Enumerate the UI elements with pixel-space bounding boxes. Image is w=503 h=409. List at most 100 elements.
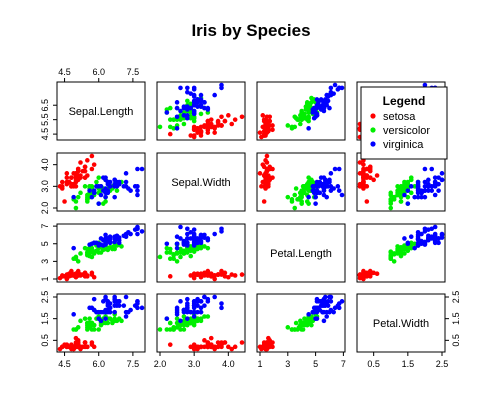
data-point-virginica bbox=[191, 299, 197, 304]
data-point-virginica bbox=[432, 224, 438, 230]
data-point-virginica bbox=[422, 184, 428, 189]
data-point-virginica bbox=[112, 184, 117, 189]
data-point-setosa bbox=[73, 177, 79, 183]
data-point-virginica bbox=[429, 226, 435, 232]
panel-frame bbox=[256, 81, 346, 141]
data-point-virginica bbox=[96, 201, 102, 206]
data-point-versicolor bbox=[174, 259, 180, 264]
data-point-versicolor bbox=[157, 124, 163, 130]
data-point-virginica bbox=[314, 190, 320, 196]
data-point-virginica bbox=[139, 229, 145, 234]
variable-label: Sepal.Width bbox=[171, 177, 230, 189]
data-point-virginica bbox=[185, 231, 190, 237]
data-point-setosa bbox=[191, 133, 197, 138]
y-axis-3: 0.5 1.5 2.5 bbox=[40, 291, 58, 347]
data-point-virginica bbox=[336, 188, 342, 193]
tick-label: 4.0 bbox=[222, 359, 235, 369]
data-point-virginica bbox=[195, 236, 200, 241]
data-point-virginica bbox=[116, 303, 122, 308]
data-point-virginica bbox=[321, 192, 327, 198]
data-point-virginica bbox=[105, 301, 111, 306]
data-point-setosa bbox=[198, 273, 204, 278]
data-point-versicolor bbox=[388, 252, 394, 258]
data-point-virginica bbox=[419, 190, 424, 196]
data-point-virginica bbox=[191, 305, 197, 311]
data-point-setosa bbox=[59, 274, 65, 279]
data-point-versicolor bbox=[167, 320, 173, 326]
data-point-versicolor bbox=[391, 194, 397, 200]
x-axis-1: 2.0 3.0 4.0 bbox=[154, 351, 235, 369]
data-point-virginica bbox=[219, 82, 224, 88]
data-point-virginica bbox=[135, 226, 140, 232]
data-point-virginica bbox=[135, 188, 140, 193]
data-point-virginica bbox=[426, 177, 431, 183]
data-point-virginica bbox=[185, 115, 190, 121]
data-point-setosa bbox=[85, 173, 90, 178]
panel-frame bbox=[156, 81, 246, 141]
data-point-setosa bbox=[261, 199, 267, 204]
data-point-virginica bbox=[415, 194, 421, 200]
data-point-virginica bbox=[325, 299, 331, 304]
data-point-virginica bbox=[188, 229, 194, 235]
data-point-versicolor bbox=[188, 316, 194, 321]
data-point-virginica bbox=[339, 299, 345, 304]
panel-3-3: Petal.Width bbox=[356, 293, 446, 353]
panel-2-1 bbox=[156, 223, 246, 283]
data-point-virginica bbox=[320, 309, 325, 315]
panel-1-0 bbox=[56, 152, 146, 212]
data-point-versicolor bbox=[178, 250, 183, 255]
data-point-versicolor bbox=[171, 256, 176, 262]
data-point-virginica bbox=[185, 226, 190, 232]
data-point-virginica bbox=[181, 240, 187, 246]
data-point-versicolor bbox=[195, 316, 200, 321]
data-point-virginica bbox=[432, 233, 438, 239]
data-point-virginica bbox=[198, 305, 204, 311]
data-point-virginica bbox=[306, 126, 311, 131]
data-point-setosa bbox=[188, 344, 194, 350]
data-point-versicolor bbox=[167, 246, 173, 252]
data-point-virginica bbox=[103, 194, 108, 200]
data-point-virginica bbox=[402, 236, 407, 241]
data-point-virginica bbox=[328, 184, 334, 189]
data-point-virginica bbox=[408, 184, 414, 189]
data-point-versicolor bbox=[167, 327, 173, 332]
data-point-setosa bbox=[85, 344, 90, 350]
data-point-setosa bbox=[208, 271, 214, 277]
data-point-setosa bbox=[64, 171, 70, 176]
data-point-virginica bbox=[191, 309, 197, 315]
data-point-virginica bbox=[313, 105, 318, 111]
data-point-setosa bbox=[191, 273, 197, 278]
data-point-virginica bbox=[174, 234, 180, 239]
data-point-virginica bbox=[174, 126, 180, 131]
data-point-virginica bbox=[332, 305, 338, 311]
data-point-setosa bbox=[361, 184, 366, 189]
data-point-setosa bbox=[59, 184, 65, 189]
data-point-virginica bbox=[178, 299, 183, 304]
data-point-setosa bbox=[263, 177, 268, 183]
data-point-virginica bbox=[107, 184, 113, 189]
data-point-versicolor bbox=[174, 316, 180, 321]
data-point-versicolor bbox=[295, 117, 300, 122]
data-point-virginica bbox=[439, 177, 445, 183]
data-point-setosa bbox=[239, 114, 245, 120]
data-point-versicolor bbox=[198, 316, 204, 321]
data-point-setosa bbox=[89, 342, 95, 347]
data-point-virginica bbox=[405, 201, 411, 206]
variable-label: Petal.Width bbox=[373, 318, 429, 330]
data-point-setosa bbox=[364, 173, 370, 178]
data-point-setosa bbox=[260, 113, 266, 118]
data-point-virginica bbox=[415, 184, 421, 189]
data-point-virginica bbox=[318, 175, 324, 180]
legend-entry-versicolor: versicolor bbox=[383, 125, 430, 137]
data-point-setosa bbox=[167, 274, 173, 279]
data-point-virginica bbox=[429, 188, 435, 193]
data-point-versicolor bbox=[87, 316, 92, 321]
data-point-virginica bbox=[327, 105, 332, 111]
data-point-virginica bbox=[306, 312, 311, 317]
data-point-setosa bbox=[202, 338, 207, 343]
data-point-virginica bbox=[339, 192, 345, 198]
data-point-versicolor bbox=[388, 249, 394, 254]
data-point-virginica bbox=[336, 166, 342, 172]
data-point-versicolor bbox=[181, 121, 187, 127]
data-point-versicolor bbox=[114, 188, 120, 193]
